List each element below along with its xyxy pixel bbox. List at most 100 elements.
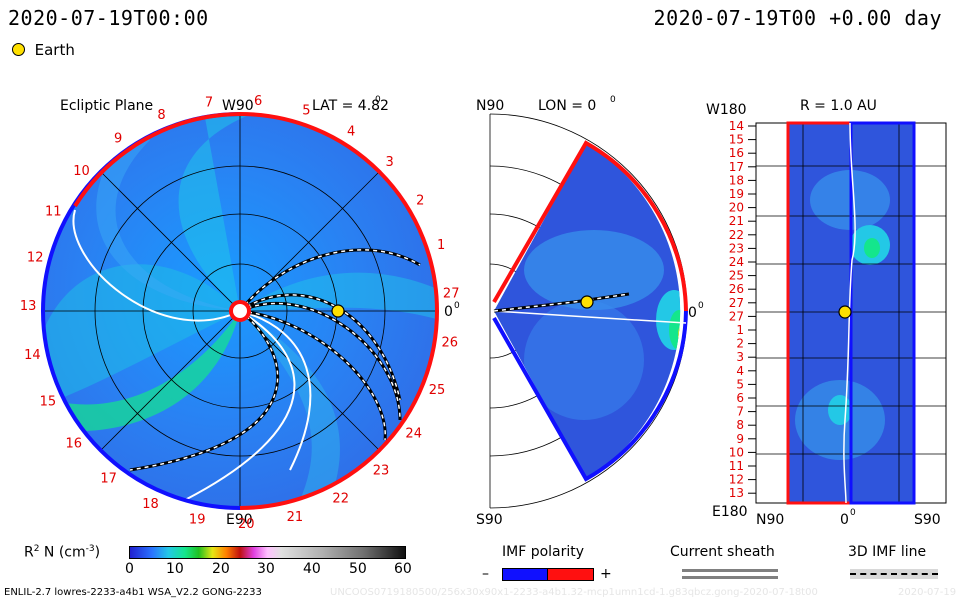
radial-row-labels: 1415161718192021222324252627271234567891… — [729, 119, 756, 500]
radial-top-left-label: W180 — [706, 102, 747, 118]
earth-marker-icon[interactable] — [838, 305, 852, 319]
ecliptic-panel: Ecliptic Plane W90 LAT = 4.82 0 — [20, 94, 460, 530]
carrington-tick-label: 11 — [45, 205, 62, 220]
radial-row-label: 23 — [729, 241, 744, 255]
ecliptic-imf-dashes — [129, 249, 421, 471]
radial-bottom-s: S90 — [914, 512, 941, 528]
colorbar-tick: 0 — [125, 561, 134, 577]
earth-legend-label: Earth — [34, 41, 75, 59]
imf-polarity-label: IMF polarity — [502, 544, 585, 560]
radial-row-label: 16 — [729, 146, 744, 160]
radial-row-label: 3 — [736, 350, 744, 364]
carrington-tick-label: 13 — [20, 299, 37, 314]
colorbar-tick: 10 — [166, 561, 184, 577]
imf-positive-swatch — [547, 568, 594, 581]
meridional-negative-rim — [492, 310, 688, 482]
colorbar-tick: 50 — [349, 561, 367, 577]
datetime-right: 2020-07-19T00 +0.00 day — [653, 6, 942, 30]
carrington-tick-label: 12 — [27, 250, 44, 265]
carrington-tick-label: 9 — [114, 132, 122, 147]
radial-row-label: 18 — [729, 173, 744, 187]
carrington-tick-label: 22 — [332, 492, 349, 507]
earth-marker-icon — [12, 43, 25, 56]
carrington-tick-label: 2 — [416, 193, 424, 208]
meridional-imf-dashes — [493, 293, 630, 312]
current-sheath-swatch-1 — [682, 569, 778, 572]
radial-row-label: 6 — [736, 391, 744, 405]
meridional-lon-sup: 0 — [610, 95, 616, 105]
carrington-tick-label: 6 — [254, 94, 262, 109]
ecliptic-bottom-label: E90 — [226, 512, 253, 528]
ecliptic-lat-sup: 0 — [375, 95, 381, 105]
current-sheath-swatch-2 — [682, 576, 778, 579]
carrington-tick-label: 3 — [386, 155, 394, 170]
ecliptic-lat-label: LAT = 4.82 — [312, 98, 389, 114]
meridional-top-label: N90 — [476, 98, 504, 114]
imf-line-swatch — [850, 569, 938, 579]
colorbar-label-rest: N (cm — [39, 544, 86, 561]
meridional-positive-rim — [492, 140, 688, 312]
carrington-tick-label: 19 — [189, 513, 206, 528]
earth-marker-icon[interactable] — [580, 295, 594, 309]
carrington-tick-label: 18 — [142, 497, 159, 512]
radial-panel: R = 1.0 AU W180 E180 1415161718192021222… — [706, 98, 947, 528]
ecliptic-positive-rim — [239, 112, 440, 510]
radial-row-label: 25 — [729, 269, 744, 283]
colorbar-tick: 60 — [394, 561, 412, 577]
carrington-tick-label: 10 — [73, 164, 90, 179]
earth-legend: Earth — [12, 40, 75, 59]
carrington-tick-label: 4 — [347, 124, 355, 139]
radial-row-label: 19 — [729, 187, 744, 201]
radial-row-label: 11 — [729, 459, 744, 473]
radial-current-sheath — [843, 122, 856, 504]
radial-row-label: 21 — [729, 214, 744, 228]
earth-marker-icon[interactable] — [331, 304, 345, 318]
radial-row-label: 13 — [729, 486, 744, 500]
carrington-tick-label: 1 — [437, 238, 445, 253]
radial-row-label: 26 — [729, 282, 744, 296]
carrington-tick-label: 25 — [429, 383, 446, 398]
imf-plus-label: + — [600, 566, 612, 582]
footer-right: 2020-07-19 — [898, 587, 957, 598]
radial-row-label: 2 — [736, 337, 744, 351]
ecliptic-right-sup: 0 — [454, 301, 460, 311]
carrington-tick-label: 7 — [205, 95, 213, 110]
carrington-tick-label: 16 — [66, 437, 83, 452]
meridional-lon-label: LON = 0 — [538, 98, 596, 114]
radial-row-label: 12 — [729, 473, 744, 487]
meridional-bottom-label: S90 — [476, 512, 503, 528]
meridional-current-sheath — [493, 310, 687, 324]
imf-line-label: 3D IMF line — [848, 544, 927, 560]
colorbar-label-end: ) — [94, 544, 101, 561]
colorbar-tick: 40 — [303, 561, 321, 577]
colorbar-label-r: R — [24, 544, 34, 561]
carrington-tick-label: 17 — [100, 471, 117, 486]
carrington-tick-label: 23 — [373, 463, 390, 478]
carrington-tick-label: 8 — [157, 108, 165, 123]
radial-row-label: 27 — [729, 309, 744, 323]
radial-row-label: 8 — [736, 418, 744, 432]
radial-row-label: 22 — [729, 228, 744, 242]
radial-row-label: 9 — [736, 432, 744, 446]
colorbar — [129, 546, 406, 559]
ecliptic-title: Ecliptic Plane — [60, 98, 153, 114]
carrington-tick-label: 24 — [405, 427, 422, 442]
radial-bottom-zero: 0 — [840, 512, 849, 528]
radial-row-label: 14 — [729, 119, 744, 133]
carrington-tick-label: 21 — [287, 510, 304, 525]
radial-row-label: 20 — [729, 201, 744, 215]
radial-row-label: 5 — [736, 377, 744, 391]
meridional-panel: N90 LON = 0 0 0 0 S90 — [476, 95, 704, 528]
radial-title: R = 1.0 AU — [800, 98, 877, 114]
current-sheath-label: Current sheath — [670, 544, 775, 560]
ecliptic-current-sheath — [72, 209, 312, 501]
ecliptic-right-label: 0 — [444, 304, 453, 320]
ecliptic-positive-rim-2 — [73, 112, 241, 208]
radial-row-label: 27 — [729, 296, 744, 310]
meridional-right-label: 0 — [688, 305, 697, 321]
colorbar-label: R2 N (cm-3) — [24, 544, 100, 561]
datetime-left: 2020-07-19T00:00 — [8, 6, 209, 30]
colorbar-label-sup: 2 — [33, 544, 40, 554]
radial-bottom-left-label: E180 — [712, 504, 748, 520]
